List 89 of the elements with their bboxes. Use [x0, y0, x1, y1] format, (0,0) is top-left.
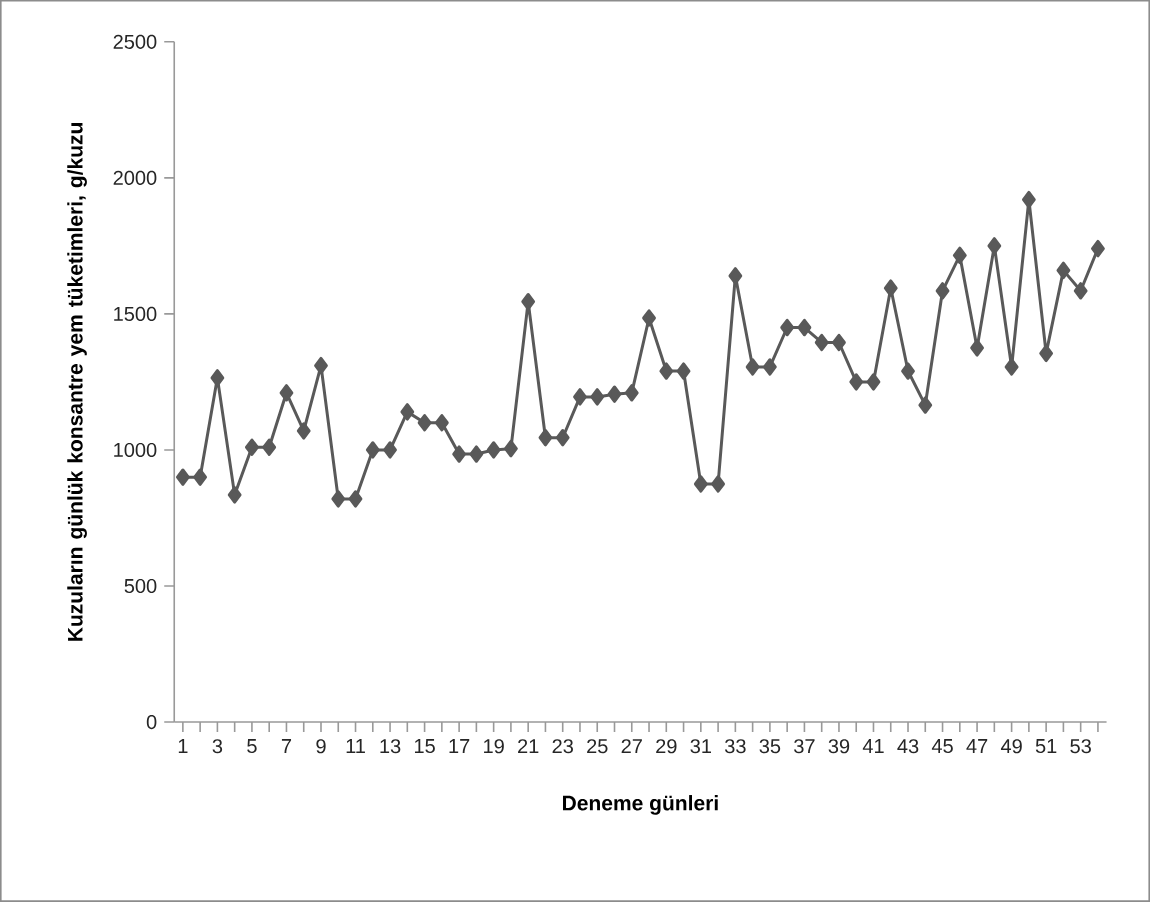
point	[210, 369, 225, 387]
y-tick-label: 2000	[113, 170, 157, 185]
x-tick-label: 13	[380, 739, 401, 754]
point	[849, 373, 864, 391]
point	[814, 333, 829, 352]
x-tick-label: 29	[656, 739, 677, 754]
point	[987, 237, 1002, 255]
x-tick-label: 33	[724, 739, 746, 754]
point	[745, 358, 760, 376]
x-tick-label: 31	[690, 739, 711, 754]
x-tick-label: 43	[897, 739, 919, 754]
point	[279, 384, 294, 402]
y-tick-label: 2500	[113, 34, 157, 49]
x-tick-label: 17	[449, 739, 470, 753]
point	[659, 362, 674, 380]
point	[935, 282, 950, 300]
point	[1056, 261, 1071, 280]
point	[711, 475, 725, 493]
x-tick-label: 41	[862, 739, 884, 753]
point	[728, 267, 743, 285]
point	[538, 429, 553, 447]
point	[383, 441, 397, 459]
point	[1073, 282, 1088, 300]
x-tick-label: 15	[415, 739, 435, 754]
point	[193, 468, 208, 486]
point	[780, 318, 795, 337]
point	[469, 445, 484, 463]
point	[331, 490, 346, 508]
point	[832, 333, 846, 352]
x-tick-label: 7	[281, 739, 292, 753]
y-tick-label: 1500	[114, 306, 157, 322]
y-axis-title: Kuzuların günlük konsantre yem tüketimleri, g/kuzu	[67, 123, 87, 641]
x-tick-label: 1	[178, 739, 188, 753]
point	[883, 279, 898, 297]
x-tick-label: 5	[247, 739, 257, 754]
x-axis-title: Deneme günleri	[563, 795, 718, 815]
point	[590, 388, 605, 406]
point	[227, 486, 242, 504]
point	[693, 475, 708, 493]
point	[642, 309, 656, 327]
x-tick-label: 51	[1035, 739, 1057, 754]
point	[314, 356, 328, 375]
point	[762, 358, 777, 376]
y-tick-label: 0	[146, 715, 157, 730]
point	[797, 318, 812, 337]
point	[434, 414, 449, 432]
point	[607, 385, 622, 403]
point	[952, 246, 967, 265]
x-tick-label: 37	[794, 739, 815, 754]
x-tick-label: 9	[316, 739, 326, 754]
x-tick-label: 23	[552, 739, 573, 754]
y-tick-label: 1000	[114, 442, 157, 458]
point	[1021, 190, 1036, 209]
point	[1004, 358, 1019, 376]
point	[400, 403, 415, 421]
x-tick-label: 3	[212, 739, 223, 754]
x-tick-label: 11	[346, 739, 365, 753]
point	[555, 429, 570, 447]
x-tick-label: 25	[587, 739, 608, 754]
point	[417, 414, 432, 432]
x-tick-label: 19	[484, 739, 504, 754]
point	[1039, 344, 1054, 363]
point	[504, 439, 518, 458]
x-tick-label: 35	[759, 739, 781, 754]
point	[245, 438, 259, 456]
point	[521, 293, 536, 311]
point	[175, 468, 190, 486]
point	[365, 441, 380, 459]
point	[486, 441, 501, 459]
point	[624, 384, 639, 402]
point	[866, 373, 881, 391]
x-tick-label: 53	[1070, 739, 1091, 754]
point	[676, 362, 691, 380]
x-tick-label: 49	[1000, 739, 1022, 754]
point	[296, 422, 311, 440]
point	[348, 490, 363, 508]
x-tick-label: 45	[931, 739, 953, 754]
x-tick-label: 39	[828, 739, 850, 754]
point	[1091, 239, 1105, 258]
x-tick-label: 27	[621, 739, 642, 754]
point	[918, 396, 933, 414]
point	[262, 438, 277, 456]
x-tick-label: 47	[966, 739, 988, 753]
y-tick-label: 500	[124, 578, 157, 594]
point	[573, 388, 587, 406]
point	[970, 339, 984, 357]
point	[452, 445, 467, 463]
point	[901, 362, 915, 380]
x-tick-label: 21	[518, 739, 539, 754]
